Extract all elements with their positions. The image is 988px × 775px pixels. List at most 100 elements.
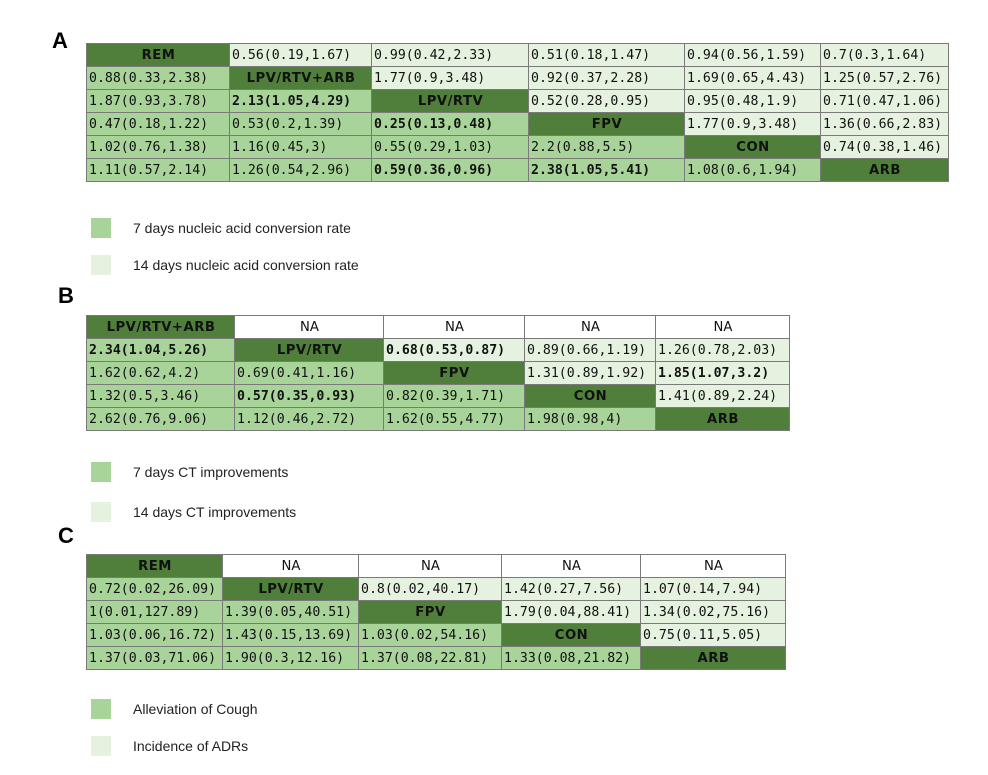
estimate-cell: 1.42(0.27,7.56) (501, 577, 641, 601)
panel-a-legend-1-label: 7 days nucleic acid conversion rate (133, 220, 351, 236)
estimate-cell: 1.02(0.76,1.38) (86, 135, 230, 159)
estimate-cell: 0.72(0.02,26.09) (86, 577, 223, 601)
estimate-cell: 1.26(0.54,2.96) (229, 158, 372, 182)
table-row: 1.03(0.06,16.72) 1.43(0.15,13.69) 1.03(0.0… (86, 623, 786, 647)
table-row: 1(0.01,127.89) 1.39(0.05,40.51) FPV 1.79(0.… (86, 600, 786, 624)
estimate-cell: 0.51(0.18,1.47) (528, 43, 685, 67)
estimate-cell: 1.43(0.15,13.69) (222, 623, 359, 647)
estimate-cell: 1.08(0.6,1.94) (684, 158, 821, 182)
estimate-cell: 1.07(0.14,7.94) (640, 577, 786, 601)
treatment-label: ARB (655, 407, 790, 431)
panel-a-label: A (52, 28, 68, 53)
treatment-label: CON (501, 623, 641, 647)
table-row: 1.11(0.57,2.14) 1.26(0.54,2.96) 0.59(0.36,… (86, 158, 949, 182)
treatment-label: LPV/RTV+ARB (86, 315, 235, 339)
estimate-cell: 0.82(0.39,1.71) (383, 384, 525, 408)
estimate-cell: 0.52(0.28,0.95) (528, 89, 685, 113)
estimate-cell: 0.99(0.42,2.33) (371, 43, 529, 67)
table-row: 0.72(0.02,26.09) LPV/RTV 0.8(0.02,40.17) 1.… (86, 577, 786, 601)
estimate-cell: 1.37(0.08,22.81) (358, 646, 502, 670)
treatment-label: LPV/RTV (234, 338, 384, 362)
estimate-cell: 0.68(0.53,0.87) (383, 338, 525, 362)
estimate-cell: 1.36(0.66,2.83) (820, 112, 949, 136)
table-row: REM NA NA NA NA (86, 554, 786, 578)
panel-b-legend-2-swatch (91, 502, 111, 522)
estimate-cell: 0.71(0.47,1.06) (820, 89, 949, 113)
panel-c-legend-1-swatch (91, 699, 111, 719)
panel-a-legend-2-label: 14 days nucleic acid conversion rate (133, 257, 359, 273)
table-row: LPV/RTV+ARB NA NA NA NA (86, 315, 790, 339)
estimate-cell: 1.25(0.57,2.76) (820, 66, 949, 90)
estimate-cell: 0.89(0.66,1.19) (524, 338, 656, 362)
estimate-cell: 0.94(0.56,1.59) (684, 43, 821, 67)
na-cell: NA (234, 315, 384, 339)
estimate-cell: 0.88(0.33,2.38) (86, 66, 230, 90)
estimate-cell: 1.37(0.03,71.06) (86, 646, 223, 670)
estimate-cell: 1.03(0.02,54.16) (358, 623, 502, 647)
panel-c-legend-1-label: Alleviation of Cough (133, 701, 258, 717)
na-cell: NA (524, 315, 656, 339)
table-row: 2.62(0.76,9.06) 1.12(0.46,2.72) 1.62(0.55,… (86, 407, 790, 431)
na-cell: NA (655, 315, 790, 339)
estimate-cell: 1.62(0.55,4.77) (383, 407, 525, 431)
table-row: 1.32(0.5,3.46) 0.57(0.35,0.93) 0.82(0.39,1… (86, 384, 790, 408)
panel-c-legend-2-label: Incidence of ADRs (133, 738, 249, 754)
treatment-label: REM (86, 554, 223, 578)
table-row: 1.62(0.62,4.2) 0.69(0.41,1.16) FPV 1.31(0.8… (86, 361, 790, 385)
estimate-cell: 0.7(0.3,1.64) (820, 43, 949, 67)
treatment-label: FPV (383, 361, 525, 385)
panel-a-table: REM 0.56(0.19,1.67) 0.99(0.42,2.33) 0.51(0.… (86, 43, 949, 182)
estimate-cell: 1.34(0.02,75.16) (640, 600, 786, 624)
estimate-cell: 0.56(0.19,1.67) (229, 43, 372, 67)
estimate-cell: 1.41(0.89,2.24) (655, 384, 790, 408)
na-cell: NA (222, 554, 359, 578)
panel-a-legend-2: 14 days nucleic acid conversion rate (91, 255, 359, 275)
estimate-cell: 1.11(0.57,2.14) (86, 158, 230, 182)
estimate-cell: 0.69(0.41,1.16) (234, 361, 384, 385)
treatment-label: ARB (640, 646, 786, 670)
treatment-label: CON (684, 135, 821, 159)
estimate-cell: 0.55(0.29,1.03) (371, 135, 529, 159)
estimate-cell: 1.62(0.62,4.2) (86, 361, 235, 385)
table-row: 1.02(0.76,1.38) 1.16(0.45,3) 0.55(0.29,1.0… (86, 135, 949, 159)
treatment-label: LPV/RTV (371, 89, 529, 113)
treatment-label: CON (524, 384, 656, 408)
na-cell: NA (501, 554, 641, 578)
treatment-label: REM (86, 43, 230, 67)
estimate-cell: 0.59(0.36,0.96) (371, 158, 529, 182)
table-row: 0.88(0.33,2.38) LPV/RTV+ARB 1.77(0.9,3.48)… (86, 66, 949, 90)
estimate-cell: 1.77(0.9,3.48) (684, 112, 821, 136)
panel-b-legend-2: 14 days CT improvements (91, 502, 296, 522)
table-row: 2.34(1.04,5.26) LPV/RTV 0.68(0.53,0.87) 0.8… (86, 338, 790, 362)
table-row: REM 0.56(0.19,1.67) 0.99(0.42,2.33) 0.51(0.… (86, 43, 949, 67)
estimate-cell: 1(0.01,127.89) (86, 600, 223, 624)
estimate-cell: 1.98(0.98,4) (524, 407, 656, 431)
panel-a-legend-2-swatch (91, 255, 111, 275)
panel-b-legend-2-label: 14 days CT improvements (133, 504, 297, 520)
estimate-cell: 1.16(0.45,3) (229, 135, 372, 159)
panel-b-legend-1-label: 7 days CT improvements (133, 464, 289, 480)
estimate-cell: 1.79(0.04,88.41) (501, 600, 641, 624)
estimate-cell: 1.85(1.07,3.2) (655, 361, 790, 385)
treatment-label: FPV (358, 600, 502, 624)
estimate-cell: 1.32(0.5,3.46) (86, 384, 235, 408)
treatment-label: LPV/RTV (222, 577, 359, 601)
panel-c-legend-1: Alleviation of Cough (91, 699, 258, 719)
treatment-label: ARB (820, 158, 949, 182)
na-cell: NA (383, 315, 525, 339)
na-cell: NA (640, 554, 786, 578)
estimate-cell: 0.74(0.38,1.46) (820, 135, 949, 159)
estimate-cell: 0.47(0.18,1.22) (86, 112, 230, 136)
panel-b-legend-1: 7 days CT improvements (91, 462, 288, 482)
estimate-cell: 0.25(0.13,0.48) (371, 112, 529, 136)
panel-b-legend-1-swatch (91, 462, 111, 482)
table-row: 1.87(0.93,3.78) 2.13(1.05,4.29) LPV/RTV 0.5… (86, 89, 949, 113)
table-row: 1.37(0.03,71.06) 1.90(0.3,12.16) 1.37(0.08… (86, 646, 786, 670)
estimate-cell: 1.12(0.46,2.72) (234, 407, 384, 431)
panel-c-legend-2-swatch (91, 736, 111, 756)
estimate-cell: 2.13(1.05,4.29) (229, 89, 372, 113)
panel-c-legend-2: Incidence of ADRs (91, 736, 248, 756)
table-row: 0.47(0.18,1.22) 0.53(0.2,1.39) 0.25(0.13,0… (86, 112, 949, 136)
estimate-cell: 2.34(1.04,5.26) (86, 338, 235, 362)
panel-c-table: REM NA NA NA NA 0.72(0.02,26.09) LPV/RTV 0.8(0.… (86, 554, 786, 670)
